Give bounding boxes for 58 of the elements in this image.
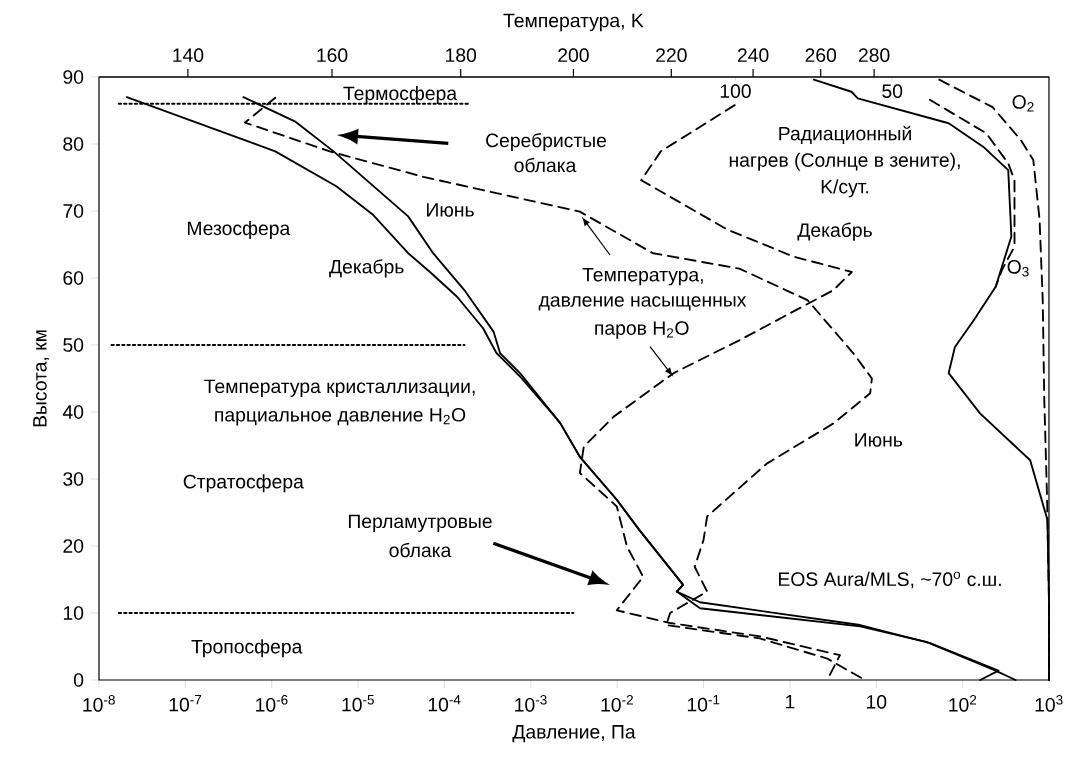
annotation: O$_{3}$ bbox=[1007, 260, 1029, 277]
text: 260 bbox=[805, 48, 837, 63]
annotation: EOS Aura/MLS, ~70$^{o}$ с.ш. bbox=[779, 571, 1001, 589]
annotation: давление насыщенных bbox=[538, 296, 747, 311]
y-tick-label: 0 bbox=[73, 673, 84, 687]
y-tick-label: 50 bbox=[63, 338, 84, 352]
text: 280 bbox=[858, 48, 890, 63]
annotation: O$_{2}$ bbox=[1012, 95, 1034, 112]
annotation: Июнь bbox=[427, 203, 474, 217]
y-tick-label: 80 bbox=[63, 137, 84, 151]
annotation: Тропосфера bbox=[191, 639, 303, 658]
annotation: Перламутровые bbox=[348, 514, 492, 532]
annotation: Декабрь bbox=[329, 259, 404, 278]
annotation: Мезосфера bbox=[187, 220, 291, 239]
text: 180 bbox=[446, 48, 477, 63]
annotation: облака bbox=[514, 157, 577, 173]
x-tick-label: 10$^{-6}$ bbox=[256, 695, 288, 712]
x2-tick-label: 100 bbox=[720, 84, 751, 98]
x-tick-label: 10$^{3}$ bbox=[1035, 695, 1063, 712]
y-axis-title: Высота, км bbox=[33, 330, 49, 427]
annotation: K/сут. bbox=[821, 179, 869, 198]
y-tick-label: 30 bbox=[63, 472, 84, 486]
annotation: облака bbox=[389, 542, 452, 558]
text: 140 bbox=[173, 48, 204, 63]
x-tick-label: 10$^{-4}$ bbox=[428, 695, 461, 712]
y-tick-label: 60 bbox=[63, 271, 84, 285]
annotation: Июнь bbox=[855, 433, 903, 447]
x2-tick-label: 50 bbox=[882, 84, 903, 98]
x-axis-title: Давление, Па bbox=[512, 725, 636, 743]
x-tick-label: 10$^{-8}$ bbox=[83, 695, 115, 712]
annotation: Серебристые bbox=[486, 132, 607, 152]
y-tick-label: 70 bbox=[63, 204, 84, 218]
y-tick-label: 10 bbox=[63, 606, 84, 620]
annotation: Стратосфера bbox=[183, 474, 304, 493]
annotation: Температура кристаллизации, bbox=[204, 379, 475, 397]
annotation: Термосфера bbox=[343, 85, 458, 104]
text: 220 bbox=[656, 48, 687, 63]
text: 160 bbox=[317, 48, 348, 63]
x-tick-label: 10$^{-1}$ bbox=[687, 695, 720, 712]
text: 200 bbox=[558, 48, 589, 63]
x-tick-label: 1 bbox=[785, 695, 795, 709]
text: 240 bbox=[737, 48, 769, 63]
y-tick-label: 90 bbox=[63, 70, 84, 84]
annotation: Температура, bbox=[582, 268, 703, 286]
annotation: Декабрь bbox=[797, 222, 872, 241]
y-tick-label: 40 bbox=[62, 405, 84, 419]
annotation: парциальное давление H$_{2}$O bbox=[215, 407, 466, 426]
x-tick-label: 10$^{-3}$ bbox=[515, 695, 547, 712]
text: Температура, K bbox=[503, 13, 644, 32]
x-tick-label: 10$^{-2}$ bbox=[601, 695, 633, 712]
annotation: паров H$_{2}$O bbox=[595, 321, 689, 339]
x-tick-label: 10$^{-5}$ bbox=[342, 695, 374, 712]
x-tick-label: 10$^{2}$ bbox=[949, 695, 977, 712]
y-tick-label: 20 bbox=[63, 539, 84, 553]
annotation: нагрев (Солнце в зените), bbox=[729, 152, 960, 171]
x-tick-label: 10 bbox=[866, 695, 887, 709]
x-tick-label: 10$^{-7}$ bbox=[169, 695, 202, 712]
annotation: Радиационный bbox=[779, 125, 911, 145]
